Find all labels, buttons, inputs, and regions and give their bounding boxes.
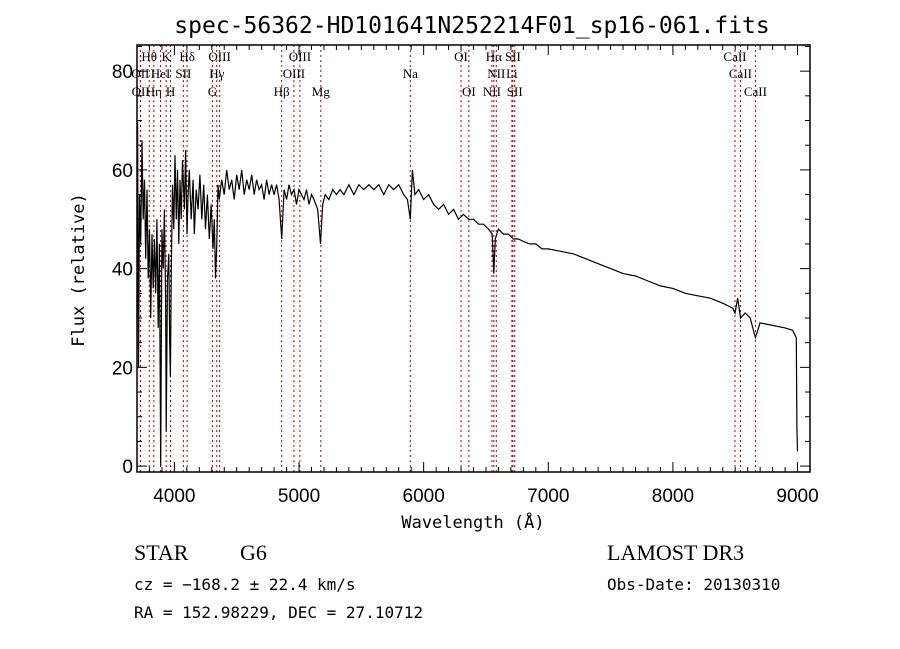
spectral-line-label: SII: [505, 49, 521, 64]
spectral-line-label: OI: [462, 84, 476, 99]
spectral-line-label: OIII: [289, 49, 311, 64]
spectral-line-label: CaII: [723, 49, 746, 64]
axis-ticks: 4000 5000 6000 7000 8000 9000 0 20 40 60 80: [112, 45, 819, 507]
spectral-line-label: OIII: [208, 49, 230, 64]
spectral-line-label: Hγ: [209, 66, 224, 81]
x-axis-label: Wavelength (Å): [401, 511, 544, 533]
coordinates: RA = 152.98229, DEC = 27.10712: [134, 603, 423, 622]
y-tick-label: 20: [112, 358, 133, 379]
spectral-line-label: Li: [506, 66, 518, 81]
spectral-line-label: K: [161, 49, 171, 64]
plot-frame: [136, 44, 811, 473]
object-class: STAR: [134, 540, 189, 565]
spectral-line-label: SII: [175, 66, 191, 81]
spectral-line-label: Hβ: [274, 84, 290, 99]
y-tick-label: 0: [122, 457, 133, 478]
spectral-line-label: NII: [483, 84, 501, 99]
object-subclass: G6: [240, 540, 267, 565]
spectral-line-label: Hη: [146, 84, 162, 99]
x-tick-label: 5000: [278, 486, 320, 507]
y-tick-label: 40: [112, 260, 133, 281]
spectral-line-label: OII: [132, 84, 150, 99]
spectral-line-label: Hθ: [141, 49, 157, 64]
series-group: [136, 120, 799, 467]
line-markers: OIIOIIHθHηHeIKHSIIHδGHγOIIIHβOIIIOIIIMgN…: [131, 45, 767, 472]
spectral-line-label: Hδ: [179, 49, 195, 64]
x-tick-label: 8000: [652, 486, 694, 507]
chart-title: spec-56362-HD101641N252214F01_sp16-061.f…: [174, 13, 769, 39]
spectral-line-label: HeI: [151, 66, 171, 81]
y-tick-label: 80: [112, 62, 133, 83]
x-tick-label: 7000: [527, 486, 569, 507]
spectral-line-label: SII: [507, 84, 523, 99]
x-tick-label: 4000: [153, 486, 195, 507]
spectral-line-label: Mg: [312, 84, 331, 99]
redshift-cz: cz = −168.2 ± 22.4 km/s: [134, 575, 356, 594]
spectral-line-label: OII: [131, 66, 149, 81]
spectral-line-label: Na: [403, 66, 418, 81]
spectral-line-label: Hα: [486, 49, 502, 64]
x-tick-label: 6000: [403, 486, 445, 507]
survey-name: LAMOST DR3: [607, 540, 744, 565]
spectral-line-label: OI: [454, 49, 468, 64]
spectral-line-label: CaII: [744, 84, 767, 99]
y-tick-label: 60: [112, 161, 133, 182]
spectral-line-label: CaII: [729, 66, 752, 81]
spectral-line-label: OIII: [283, 66, 305, 81]
spectral-line-label: NII: [487, 66, 505, 81]
spectral-line-label: H: [166, 84, 175, 99]
obs-date: Obs-Date: 20130310: [607, 575, 780, 594]
spectral-line-label: G: [208, 84, 217, 99]
spectrum-line: [136, 120, 799, 467]
y-axis-label: Flux (relative): [69, 193, 89, 347]
x-tick-label: 9000: [776, 486, 818, 507]
